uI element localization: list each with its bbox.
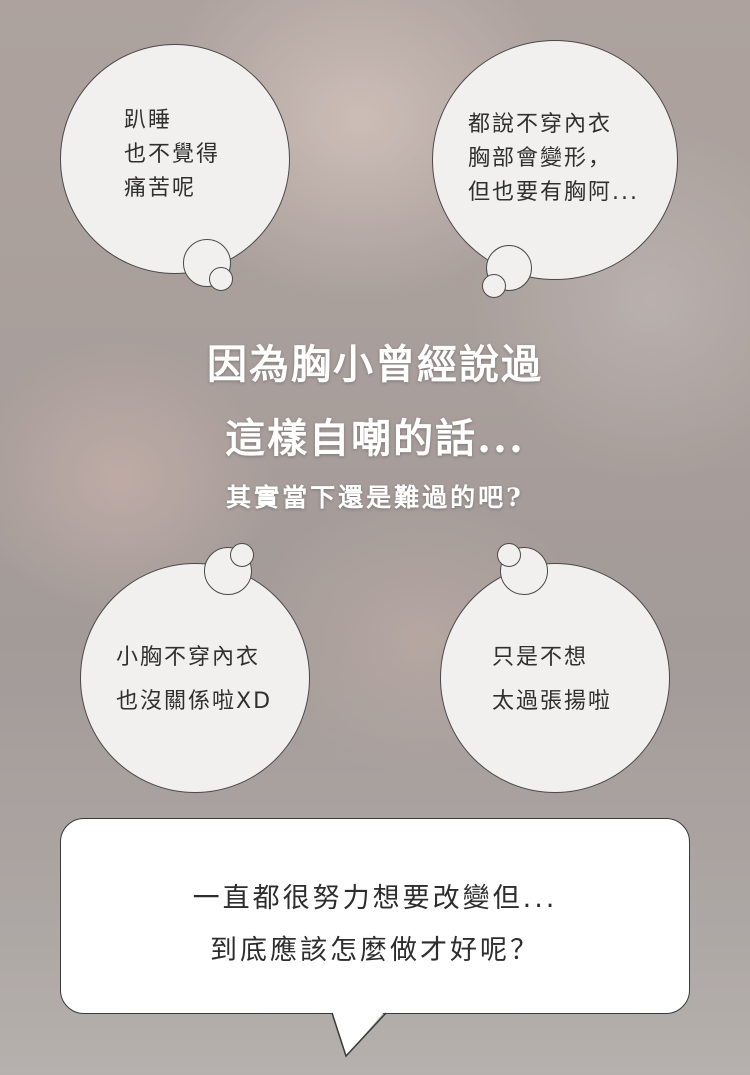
thought-bubble-top-right-dot-large: [486, 245, 532, 291]
thought-text-top-left-3: 痛苦呢: [124, 176, 197, 201]
speech-text-line-1: 一直都很努力想要改變但...: [192, 883, 558, 914]
thought-text-top-left-1: 趴睡: [124, 108, 173, 133]
thought-text-top-right-3: 但也要有胸阿...: [468, 180, 639, 205]
headline-line-2: 這樣自嘲的話...: [225, 415, 525, 462]
headline-line-1: 因為胸小曾經說過: [207, 341, 543, 388]
thought-text-top-right-2: 胸部會變形，: [468, 146, 613, 171]
speech-bubble: [60, 818, 690, 1014]
thought-text-top-left-2: 也不覺得: [124, 142, 221, 167]
thought-bubble-bottom-right: [440, 563, 670, 793]
thought-bubble-top-right: [432, 40, 678, 280]
thought-text-bottom-left-2: 也沒關係啦XD: [116, 689, 273, 714]
thought-bubble-bottom-left-dot-small: [230, 543, 254, 567]
thought-text-bottom-right-1: 只是不想: [492, 645, 589, 670]
speech-text-line-2: 到底應該怎麼做才好呢？: [210, 935, 540, 966]
thought-bubble-bottom-right-dot-small: [497, 543, 521, 567]
thought-bubble-top-left-dot-small: [209, 267, 233, 291]
thought-text-top-right-1: 都說不穿內衣: [468, 112, 613, 137]
thought-bubble-top-right-dot-small: [482, 274, 506, 298]
thought-bubble-top-left: [60, 44, 290, 274]
thought-text-bottom-right-2: 太過張揚啦: [492, 689, 613, 714]
headline-line-3: 其實當下還是難過的吧?: [226, 483, 524, 512]
speech-bubble-tail: [331, 1010, 387, 1058]
thought-text-bottom-left-1: 小胸不穿內衣: [116, 645, 261, 670]
thought-bubble-bottom-left: [80, 563, 310, 793]
